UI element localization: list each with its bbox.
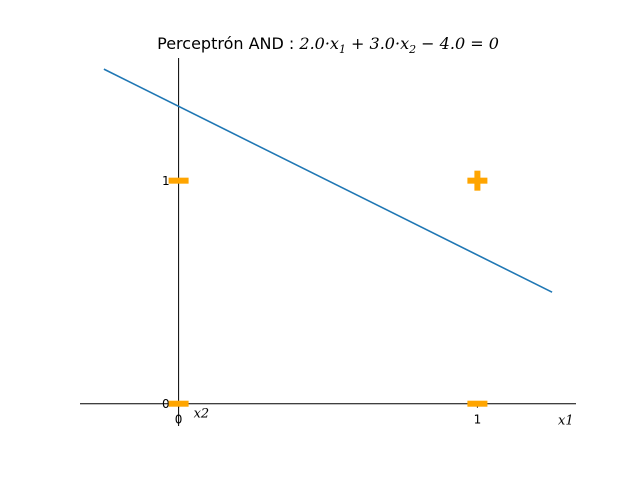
title-part: 2.0· (298, 34, 330, 53)
minus-marker (168, 400, 189, 407)
x-tick-label: 0 (175, 413, 183, 427)
x-tick-label: 1 (474, 413, 482, 427)
marker-bar-h (168, 400, 189, 407)
y-tick-label: 0 (162, 397, 170, 411)
y-axis-label: x2 (194, 407, 210, 422)
title-part: + 3.0· (346, 34, 400, 53)
decision-line (103, 68, 553, 293)
marker-bar-h (467, 400, 488, 407)
decision-boundary (103, 68, 553, 293)
plus-marker (467, 170, 488, 191)
chart-title: Perceptrón AND : 2.0·x1 + 3.0·x2 − 4.0 =… (157, 34, 499, 56)
x-axis-label: x1 (558, 414, 574, 429)
marker-bar-h (168, 177, 189, 184)
title-part: − 4.0 = 0 (416, 34, 499, 53)
title-part: x (330, 34, 339, 53)
axes: 0 1 0 1 x1 x2 (80, 58, 576, 429)
title-part: 2 (408, 43, 416, 56)
title-part: x (400, 34, 409, 53)
title-prefix: Perceptrón AND : (157, 34, 299, 53)
title-part: 1 (339, 43, 346, 56)
minus-marker (467, 400, 488, 407)
data-points (168, 170, 488, 407)
minus-marker (168, 177, 189, 184)
marker-bar-v (474, 170, 481, 191)
y-tick-label: 1 (162, 174, 170, 188)
